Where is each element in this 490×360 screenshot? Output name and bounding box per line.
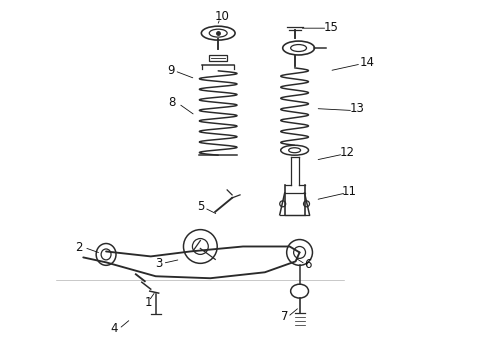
Text: 9: 9 bbox=[167, 64, 174, 77]
Text: 4: 4 bbox=[110, 322, 118, 336]
Text: 2: 2 bbox=[75, 241, 83, 254]
Text: 12: 12 bbox=[340, 146, 355, 159]
Text: 13: 13 bbox=[350, 102, 365, 115]
Text: 15: 15 bbox=[324, 21, 339, 34]
Text: 11: 11 bbox=[342, 185, 357, 198]
Text: 10: 10 bbox=[215, 10, 230, 23]
Text: 7: 7 bbox=[281, 310, 289, 323]
Text: 14: 14 bbox=[360, 57, 374, 69]
Text: 5: 5 bbox=[196, 200, 204, 213]
Text: 3: 3 bbox=[155, 257, 162, 270]
Text: 8: 8 bbox=[168, 96, 175, 109]
Text: 1: 1 bbox=[145, 296, 152, 309]
Text: 6: 6 bbox=[304, 258, 311, 271]
